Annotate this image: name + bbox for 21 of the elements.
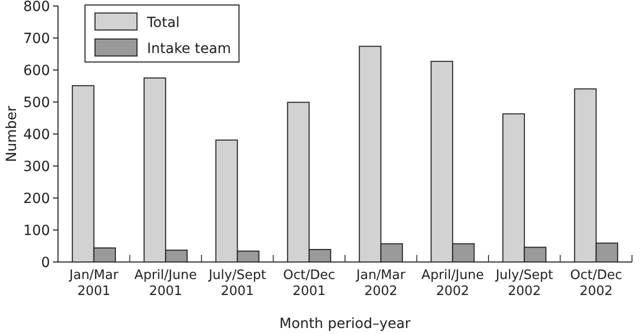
y-tick-label: 300 <box>23 158 50 175</box>
x-tick-label: Jan/Mar 2001 <box>68 268 119 299</box>
y-tick-label: 0 <box>41 254 50 271</box>
x-tick-label: April/June 2001 <box>134 268 197 299</box>
x-tick-label: Oct/Dec 2002 <box>570 268 622 299</box>
x-tick-label: Jan/Mar 2002 <box>355 268 406 299</box>
legend-label: Total <box>146 14 180 31</box>
x-tick-label: July/Sept 2001 <box>208 268 266 299</box>
x-tick-label: Oct/Dec 2001 <box>283 268 336 299</box>
legend-label: Intake team <box>147 40 232 57</box>
y-tick-label: 200 <box>23 190 50 207</box>
y-tick-label: 400 <box>23 126 50 143</box>
y-tick-label: 500 <box>23 94 50 111</box>
y-tick-label: 800 <box>23 0 50 15</box>
x-tick-label: April/June 2002 <box>421 268 484 299</box>
x-axis-title: Month period–year <box>279 316 411 332</box>
x-tick-label: July/Sept 2002 <box>494 268 554 299</box>
y-tick-label: 700 <box>23 30 50 47</box>
y-axis-title: Number <box>4 106 20 162</box>
y-tick-label: 600 <box>23 62 50 79</box>
y-tick-label: 100 <box>23 222 50 239</box>
